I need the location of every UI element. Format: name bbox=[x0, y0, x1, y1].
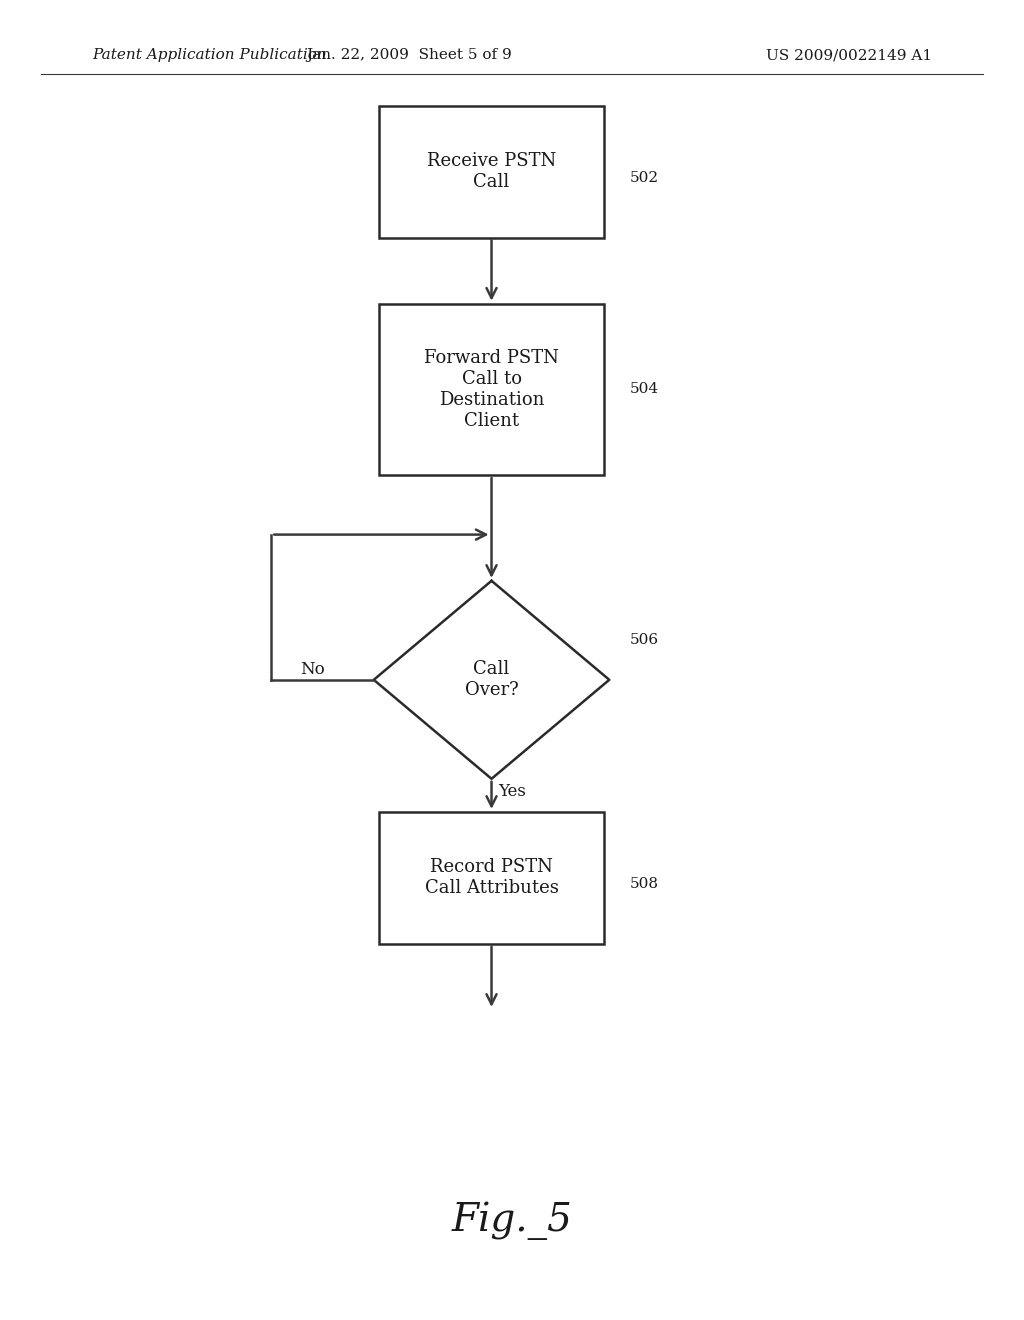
Text: Yes: Yes bbox=[498, 784, 526, 800]
Text: 506: 506 bbox=[630, 634, 658, 647]
FancyBboxPatch shape bbox=[379, 304, 604, 475]
Text: Call
Over?: Call Over? bbox=[465, 660, 518, 700]
Text: 508: 508 bbox=[630, 878, 658, 891]
Text: Receive PSTN
Call: Receive PSTN Call bbox=[427, 152, 556, 191]
Text: 502: 502 bbox=[630, 172, 658, 185]
Text: Jan. 22, 2009  Sheet 5 of 9: Jan. 22, 2009 Sheet 5 of 9 bbox=[307, 49, 512, 62]
FancyBboxPatch shape bbox=[379, 106, 604, 238]
Polygon shape bbox=[374, 581, 609, 779]
Text: No: No bbox=[300, 661, 325, 677]
Text: Patent Application Publication: Patent Application Publication bbox=[92, 49, 327, 62]
Text: US 2009/0022149 A1: US 2009/0022149 A1 bbox=[766, 49, 932, 62]
Text: Record PSTN
Call Attributes: Record PSTN Call Attributes bbox=[425, 858, 558, 898]
Text: 504: 504 bbox=[630, 383, 658, 396]
Text: Forward PSTN
Call to
Destination
Client: Forward PSTN Call to Destination Client bbox=[424, 350, 559, 429]
Text: Fig._5: Fig._5 bbox=[452, 1201, 572, 1241]
FancyBboxPatch shape bbox=[379, 812, 604, 944]
